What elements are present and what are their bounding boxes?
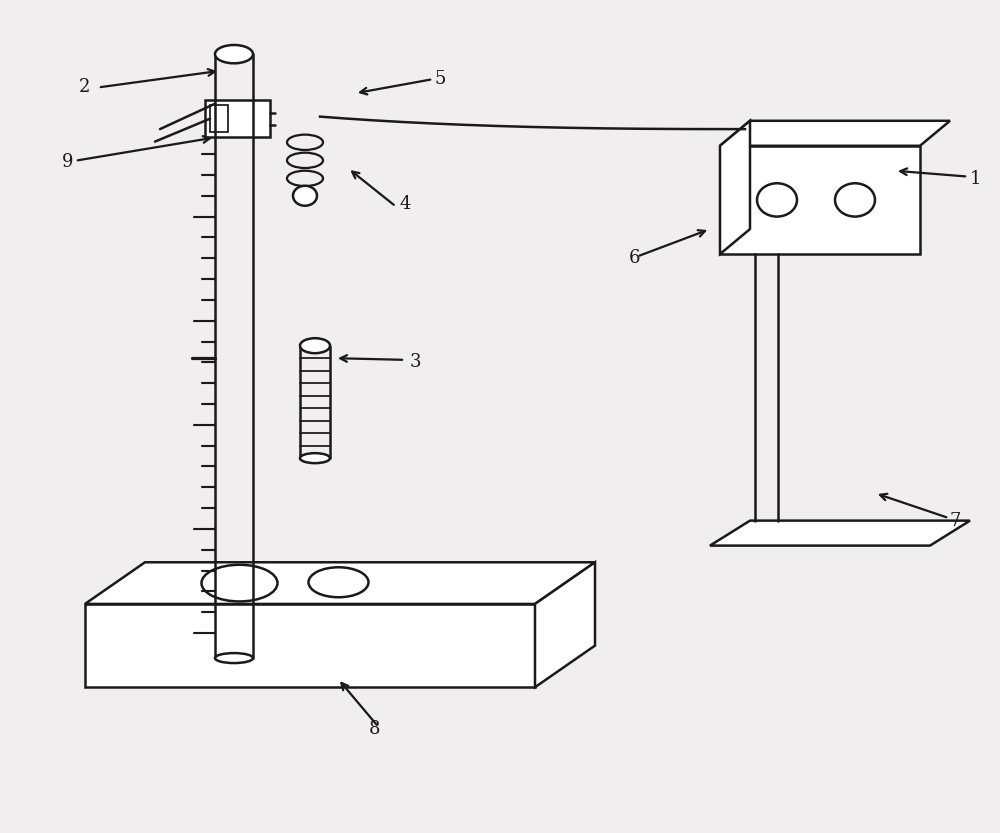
Text: 5: 5 <box>434 70 446 88</box>
Circle shape <box>757 183 797 217</box>
Ellipse shape <box>215 45 253 63</box>
Text: 1: 1 <box>969 170 981 188</box>
Text: 3: 3 <box>409 353 421 372</box>
Text: 2: 2 <box>79 78 91 97</box>
Circle shape <box>293 186 317 206</box>
Ellipse shape <box>202 565 278 601</box>
Bar <box>205 100 270 137</box>
Text: 7: 7 <box>949 511 961 530</box>
Bar <box>210 105 228 132</box>
Text: 8: 8 <box>369 720 381 738</box>
Polygon shape <box>720 121 950 146</box>
Polygon shape <box>710 521 970 546</box>
Ellipse shape <box>300 338 330 353</box>
Circle shape <box>835 183 875 217</box>
Text: 9: 9 <box>62 153 74 172</box>
Ellipse shape <box>215 653 253 663</box>
Text: 6: 6 <box>629 249 641 267</box>
Bar <box>720 146 920 254</box>
Polygon shape <box>85 562 595 604</box>
Polygon shape <box>720 121 750 254</box>
Text: 4: 4 <box>399 195 411 213</box>
Ellipse shape <box>308 567 368 597</box>
Polygon shape <box>535 562 595 687</box>
Ellipse shape <box>300 453 330 463</box>
Bar <box>85 604 535 687</box>
